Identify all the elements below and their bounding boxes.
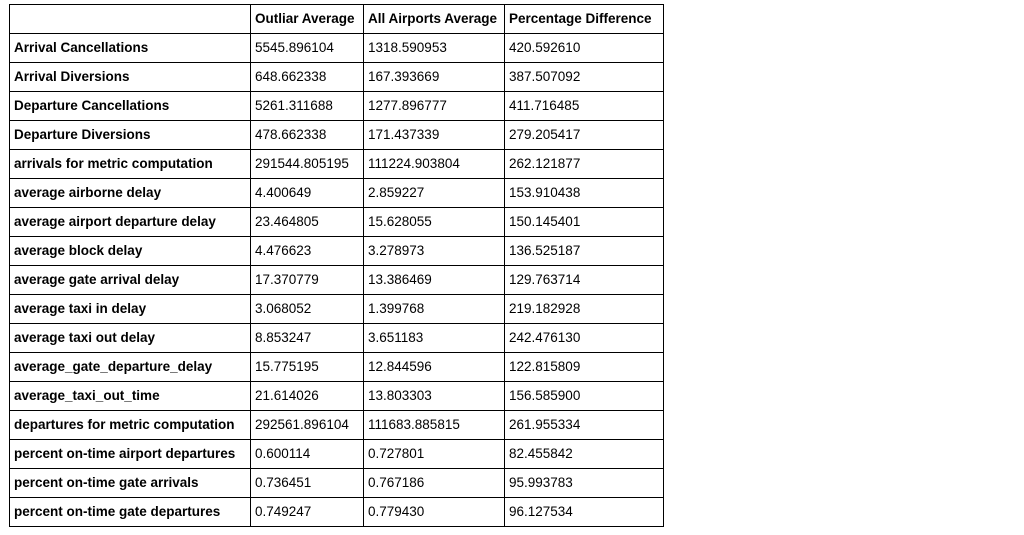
percentage-difference-cell: 136.525187 (504, 236, 664, 266)
outliar-average-cell: 5545.896104 (250, 33, 364, 63)
percentage-difference-cell: 96.127534 (504, 497, 664, 527)
table-row: arrivals for metric computation 291544.80… (9, 149, 664, 179)
table-row: average_taxi_out_time 21.614026 13.803303 1… (9, 381, 664, 411)
outliar-average-cell: 23.464805 (250, 207, 364, 237)
header-row: Outliar Average All Airports Average Per… (9, 4, 664, 34)
table-row: percent on-time gate arrivals 0.736451 0.7… (9, 468, 664, 498)
all-airports-average-cell: 13.386469 (363, 265, 505, 295)
outliar-average-cell: 15.775195 (250, 352, 364, 382)
table-row: average gate arrival delay 17.370779 13.38… (9, 265, 664, 295)
outliar-average-cell: 648.662338 (250, 62, 364, 92)
percentage-difference-cell: 129.763714 (504, 265, 664, 295)
row-label: average gate arrival delay (9, 265, 251, 295)
row-label: Arrival Diversions (9, 62, 251, 92)
all-airports-average-cell: 15.628055 (363, 207, 505, 237)
outliar-average-cell: 478.662338 (250, 120, 364, 150)
table-row: Arrival Cancellations 5545.896104 1318.590… (9, 33, 664, 63)
table-row: Departure Diversions 478.662338 171.437339… (9, 120, 664, 150)
header-corner-cell (9, 4, 251, 34)
table-row: average taxi out delay 8.853247 3.651183 24… (9, 323, 664, 353)
row-label: Departure Diversions (9, 120, 251, 150)
row-label: percent on-time gate departures (9, 497, 251, 527)
outliar-average-cell: 4.400649 (250, 178, 364, 208)
table-row: average taxi in delay 3.068052 1.399768 219… (9, 294, 664, 324)
row-label: average taxi out delay (9, 323, 251, 353)
row-label: average airborne delay (9, 178, 251, 208)
percentage-difference-cell: 387.507092 (504, 62, 664, 92)
all-airports-average-cell: 111224.903804 (363, 149, 505, 179)
table-row: percent on-time airport departures 0.6001… (9, 439, 664, 469)
outliar-average-cell: 17.370779 (250, 265, 364, 295)
comparison-table: Outliar Average All Airports Average Per… (9, 4, 664, 527)
row-label: arrivals for metric computation (9, 149, 251, 179)
percentage-difference-cell: 156.585900 (504, 381, 664, 411)
table-row: average block delay 4.476623 3.278973 136.5… (9, 236, 664, 266)
all-airports-average-cell: 13.803303 (363, 381, 505, 411)
percentage-difference-cell: 95.993783 (504, 468, 664, 498)
outliar-average-cell: 4.476623 (250, 236, 364, 266)
all-airports-average-cell: 0.779430 (363, 497, 505, 527)
outliar-average-cell: 292561.896104 (250, 410, 364, 440)
header-outliar-average: Outliar Average (250, 4, 364, 34)
outliar-average-cell: 291544.805195 (250, 149, 364, 179)
row-label: Departure Cancellations (9, 91, 251, 121)
percentage-difference-cell: 420.592610 (504, 33, 664, 63)
row-label: average airport departure delay (9, 207, 251, 237)
all-airports-average-cell: 0.767186 (363, 468, 505, 498)
all-airports-average-cell: 111683.885815 (363, 410, 505, 440)
outliar-average-cell: 5261.311688 (250, 91, 364, 121)
outliar-average-cell: 21.614026 (250, 381, 364, 411)
all-airports-average-cell: 3.278973 (363, 236, 505, 266)
table-row: average_gate_departure_delay 15.775195 12.… (9, 352, 664, 382)
outliar-average-cell: 0.600114 (250, 439, 364, 469)
percentage-difference-cell: 242.476130 (504, 323, 664, 353)
all-airports-average-cell: 1277.896777 (363, 91, 505, 121)
percentage-difference-cell: 219.182928 (504, 294, 664, 324)
percentage-difference-cell: 279.205417 (504, 120, 664, 150)
all-airports-average-cell: 0.727801 (363, 439, 505, 469)
table-row: Arrival Diversions 648.662338 167.393669 38… (9, 62, 664, 92)
header-percentage-difference: Percentage Difference (504, 4, 664, 34)
percentage-difference-cell: 122.815809 (504, 352, 664, 382)
row-label: Arrival Cancellations (9, 33, 251, 63)
all-airports-average-cell: 1.399768 (363, 294, 505, 324)
outliar-average-cell: 0.749247 (250, 497, 364, 527)
percentage-difference-cell: 150.145401 (504, 207, 664, 237)
all-airports-average-cell: 1318.590953 (363, 33, 505, 63)
table-row: percent on-time gate departures 0.749247 0… (9, 497, 664, 527)
outliar-average-cell: 3.068052 (250, 294, 364, 324)
all-airports-average-cell: 167.393669 (363, 62, 505, 92)
header-all-airports-average: All Airports Average (363, 4, 505, 34)
percentage-difference-cell: 411.716485 (504, 91, 664, 121)
table-row: average airborne delay 4.400649 2.859227 15… (9, 178, 664, 208)
table-row: Departure Cancellations 5261.311688 1277.8… (9, 91, 664, 121)
percentage-difference-cell: 153.910438 (504, 178, 664, 208)
table-row: departures for metric computation 292561.… (9, 410, 664, 440)
row-label: average taxi in delay (9, 294, 251, 324)
table-row: average airport departure delay 23.464805… (9, 207, 664, 237)
all-airports-average-cell: 3.651183 (363, 323, 505, 353)
row-label: percent on-time airport departures (9, 439, 251, 469)
all-airports-average-cell: 12.844596 (363, 352, 505, 382)
outliar-average-cell: 0.736451 (250, 468, 364, 498)
row-label: average_gate_departure_delay (9, 352, 251, 382)
all-airports-average-cell: 171.437339 (363, 120, 505, 150)
outliar-average-cell: 8.853247 (250, 323, 364, 353)
table-body: Arrival Cancellations 5545.896104 1318.590… (9, 33, 664, 527)
percentage-difference-cell: 261.955334 (504, 410, 664, 440)
percentage-difference-cell: 82.455842 (504, 439, 664, 469)
table-header: Outliar Average All Airports Average Per… (9, 4, 664, 34)
row-label: percent on-time gate arrivals (9, 468, 251, 498)
percentage-difference-cell: 262.121877 (504, 149, 664, 179)
row-label: average block delay (9, 236, 251, 266)
row-label: average_taxi_out_time (9, 381, 251, 411)
row-label: departures for metric computation (9, 410, 251, 440)
all-airports-average-cell: 2.859227 (363, 178, 505, 208)
